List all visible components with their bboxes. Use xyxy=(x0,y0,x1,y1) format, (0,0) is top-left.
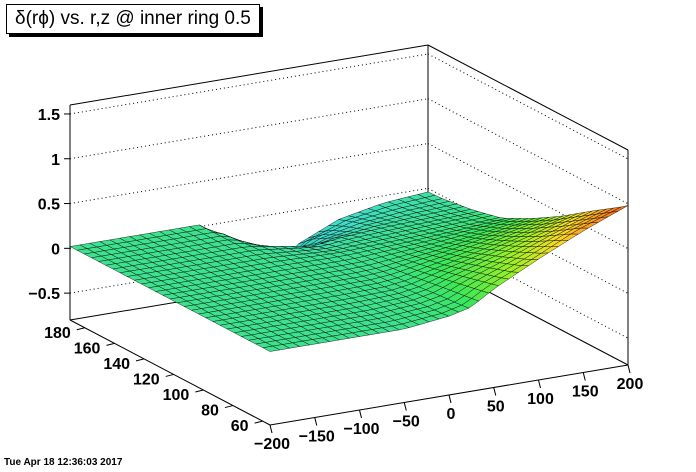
y-tick-label: 120 xyxy=(133,371,160,388)
y-tick-4 xyxy=(135,358,145,362)
x-tick-7 xyxy=(582,372,586,381)
grid-z-back-4 xyxy=(69,53,429,115)
x-tick-2 xyxy=(359,409,362,419)
frame-top-back-edge xyxy=(69,44,429,106)
grid-z-right-0 xyxy=(427,232,629,339)
surface-mesh xyxy=(69,191,629,352)
y-tick-5 xyxy=(106,342,115,346)
y-tick-label: 180 xyxy=(44,325,71,342)
y-tick-label: 160 xyxy=(74,340,101,357)
y-tick-2 xyxy=(195,389,204,393)
y-tick-label: 60 xyxy=(231,418,249,435)
y-tick-0 xyxy=(254,420,263,424)
y-tick-label: 80 xyxy=(201,403,219,420)
x-tick-label: 200 xyxy=(617,376,644,393)
x-tick-5 xyxy=(493,387,497,396)
x-tick-1 xyxy=(314,417,318,426)
axis-ticks: −0.5 0 0.5 1 1.5 −200 −150 −100 −50 0 50 100 150 200 6… xyxy=(28,105,643,453)
grid-z-right-4 xyxy=(427,53,629,160)
y-tick-label: 140 xyxy=(103,356,130,373)
x-tick-label: 150 xyxy=(572,384,599,401)
x-tick-0 xyxy=(269,424,273,434)
grid-z-back-3 xyxy=(69,98,429,160)
y-tick-6 xyxy=(76,327,85,331)
grid-z-right-2 xyxy=(427,143,629,249)
x-tick-8 xyxy=(627,364,631,374)
x-tick-3 xyxy=(403,402,407,411)
x-tick-label: 50 xyxy=(487,399,505,416)
frame-floor-left-edge xyxy=(69,319,271,426)
timestamp: Tue Apr 18 12:36:03 2017 xyxy=(4,457,123,468)
x-tick-label: −150 xyxy=(299,429,335,446)
surface-cell xyxy=(610,205,629,213)
x-tick-6 xyxy=(538,379,541,389)
z-tick-label: 0 xyxy=(51,241,60,258)
grid-z-back-0 xyxy=(69,232,429,294)
x-tick-4 xyxy=(448,394,452,404)
y-tick-label: 100 xyxy=(163,387,190,404)
z-tick-label: −0.5 xyxy=(28,286,60,303)
chart-title: δ(rϕ) vs. r,z @ inner ring 0.5 xyxy=(6,4,260,34)
x-tick-label: 100 xyxy=(527,391,554,408)
x-tick-label: −100 xyxy=(343,421,379,438)
frame-top-right-edge xyxy=(427,44,629,151)
z-tick-label: 1 xyxy=(51,152,60,169)
grid-z-back-2 xyxy=(69,143,429,205)
y-tick-3 xyxy=(165,373,174,377)
x-tick-label: 0 xyxy=(447,406,456,423)
y-tick-1 xyxy=(224,405,234,409)
x-tick-label: −50 xyxy=(393,414,420,431)
x-tick-label: −200 xyxy=(254,436,290,453)
z-tick-label: 0.5 xyxy=(38,197,60,214)
z-tick-label: 1.5 xyxy=(38,107,60,124)
grid-z-right-3 xyxy=(427,98,629,205)
